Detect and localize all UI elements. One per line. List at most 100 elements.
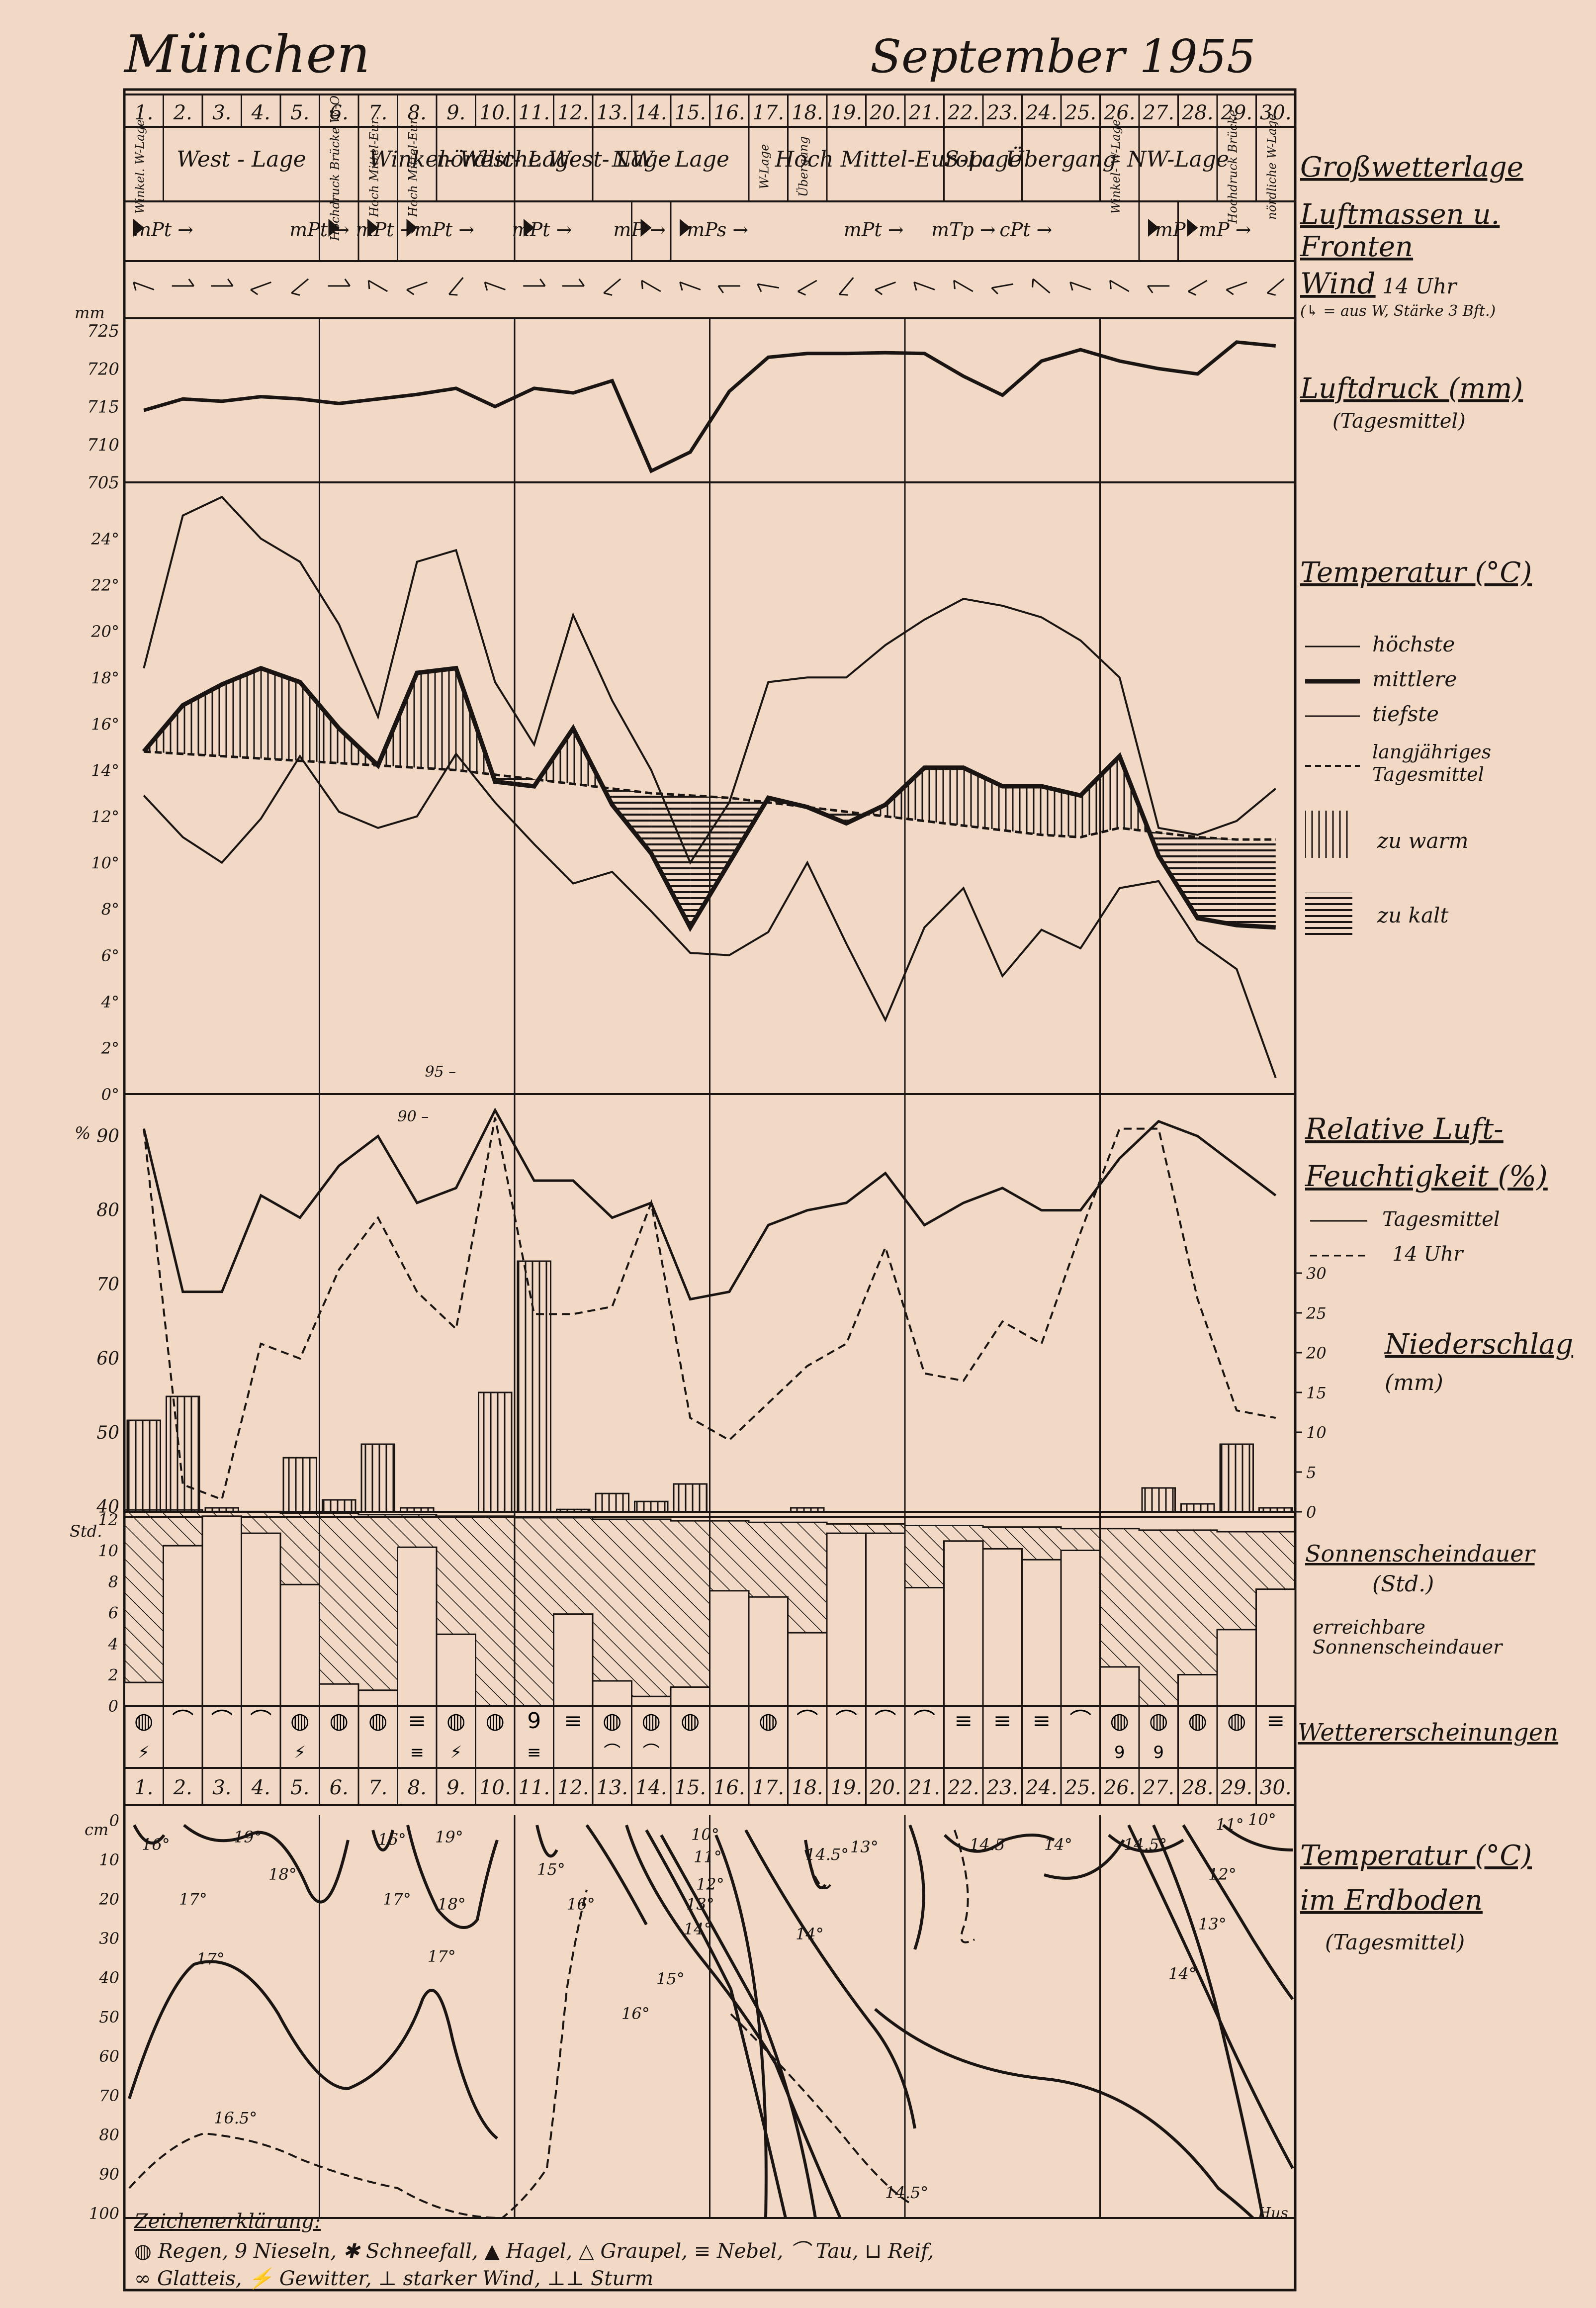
wind-shaft bbox=[1226, 281, 1247, 290]
wind-barb bbox=[798, 290, 806, 296]
soil-isotherm-label: 13° bbox=[1198, 1915, 1227, 1934]
soil-isotherm bbox=[406, 1825, 499, 1929]
wind-arrow bbox=[717, 285, 740, 293]
wind-barb bbox=[1226, 289, 1234, 295]
soil-isotherm-label: 14.5° bbox=[805, 1845, 849, 1864]
soil-isotherm-label: 11° bbox=[1216, 1815, 1244, 1834]
soil-depth-tick: 0 bbox=[109, 1811, 119, 1830]
soil-isotherm-label: 14° bbox=[684, 1920, 712, 1939]
soil-isotherm bbox=[371, 1830, 394, 1851]
place-title: München bbox=[123, 24, 370, 85]
weather-symbol: ◍ bbox=[446, 1708, 465, 1734]
wind-shaft bbox=[484, 281, 506, 290]
pressure-line bbox=[143, 340, 1276, 473]
front-marker bbox=[640, 219, 652, 237]
day-label-bottom: 29. bbox=[1220, 1776, 1252, 1799]
temp-tick: 22° bbox=[90, 576, 119, 595]
day-label-top: 13. bbox=[596, 101, 628, 124]
header-rows: 1. 2. 3. 4. 5. 6. 7. 8. 9. 10. 11. 12. 13. 14. 15. 16. 1… bbox=[123, 92, 1296, 319]
soil-isotherm-label: 16° bbox=[142, 1835, 170, 1854]
temp-tick: 14° bbox=[91, 761, 119, 780]
front-marker bbox=[367, 219, 378, 237]
soil-depth-tick: 10 bbox=[99, 1850, 119, 1869]
sunshine-bar bbox=[553, 1613, 594, 1707]
wind-barb bbox=[679, 282, 683, 291]
legend-cold: zu kalt bbox=[1377, 903, 1448, 927]
wind-barb bbox=[953, 280, 956, 289]
warm-anomaly bbox=[300, 682, 339, 763]
soil-isotherm bbox=[714, 1834, 768, 2218]
weather-symbol: ≡ bbox=[954, 1708, 973, 1734]
cold-anomaly bbox=[690, 795, 729, 927]
sunshine-bar bbox=[1255, 1588, 1296, 1707]
front-marker bbox=[680, 219, 691, 237]
warm-anomaly bbox=[1041, 786, 1081, 837]
wind-arrow bbox=[838, 277, 854, 296]
day-label-top: 3. bbox=[212, 101, 231, 124]
sunshine-bar bbox=[865, 1532, 906, 1707]
sunshine-bar bbox=[279, 1583, 320, 1707]
wind-barb bbox=[1188, 290, 1196, 296]
day-label-bottom: 6. bbox=[330, 1776, 349, 1799]
sunshine-bar bbox=[592, 1680, 632, 1707]
wind-arrow bbox=[523, 278, 546, 287]
legend-rh-14: 14 Uhr bbox=[1392, 1243, 1464, 1266]
label-sonne-4: Sonnenscheindauer bbox=[1313, 1636, 1504, 1658]
label-sonne-3: erreichbare bbox=[1313, 1616, 1425, 1638]
sun-tick: 10 bbox=[98, 1542, 118, 1561]
temp-norm-line bbox=[144, 750, 1276, 841]
sunshine-bar bbox=[397, 1546, 438, 1707]
weather-symbol: ⌒ bbox=[797, 1708, 818, 1734]
label-niederschlag: Niederschlag bbox=[1384, 1328, 1573, 1361]
day-grid bbox=[123, 318, 1101, 2218]
soil-isotherm bbox=[1222, 1824, 1293, 1851]
label-luftdruck-sub: (Tagesmittel) bbox=[1332, 410, 1466, 433]
wind-arrow bbox=[641, 279, 661, 292]
wind-barb bbox=[757, 283, 762, 292]
day-label-bottom: 30. bbox=[1260, 1776, 1292, 1799]
precip-tick: 10 bbox=[1306, 1423, 1327, 1442]
soil-isotherm-label: 17° bbox=[196, 1949, 225, 1968]
weather-type-label: nördliche West- Lage bbox=[437, 147, 671, 172]
temp-mean-line bbox=[142, 665, 1276, 932]
sunshine-bar bbox=[436, 1633, 476, 1707]
airmass-label: cPt → bbox=[999, 219, 1052, 241]
sunshine-bar bbox=[709, 1590, 750, 1707]
weather-symbol-2: ≡ bbox=[410, 1743, 425, 1762]
label-grosswetter: Großwetterlage bbox=[1300, 151, 1523, 184]
warm-anomaly bbox=[1080, 756, 1120, 837]
soil-depth-tick: 20 bbox=[98, 1890, 119, 1909]
precip-bar bbox=[166, 1395, 200, 1513]
rh-tick: 50 bbox=[96, 1423, 119, 1443]
rh-tick: 80 bbox=[96, 1200, 119, 1221]
soil-isotherm-label: 17° bbox=[179, 1890, 207, 1909]
pressure-tick: 705 bbox=[87, 473, 119, 493]
legend-line-1: ◍ Regen, 9 Nieseln, ✱ Schneefall, ▲ Hage… bbox=[134, 2240, 934, 2263]
cold-anomaly bbox=[612, 788, 651, 853]
soil-isotherm-label: 14.5° bbox=[885, 2183, 928, 2202]
warm-anomaly bbox=[261, 668, 300, 761]
weather-symbol: ◍ bbox=[1227, 1708, 1246, 1734]
rh-tick: 70 bbox=[96, 1275, 119, 1295]
soil-isotherm bbox=[744, 1829, 916, 2129]
weather-symbol-2: 9 bbox=[1153, 1743, 1164, 1762]
wind-arrow bbox=[406, 281, 428, 295]
legend-max: höchste bbox=[1372, 632, 1455, 656]
label-luftmassen: Luftmassen u. bbox=[1300, 198, 1500, 231]
soil-isotherm-label: 17° bbox=[428, 1947, 456, 1966]
pressure-tick: 710 bbox=[87, 435, 119, 455]
rh-95: 95 – bbox=[425, 1063, 456, 1081]
wind-shaft bbox=[641, 279, 661, 292]
wind-shaft bbox=[291, 278, 309, 294]
airmass-label: mP → bbox=[613, 219, 666, 241]
soil-isotherm bbox=[645, 1829, 787, 2218]
front-marker bbox=[1187, 219, 1198, 237]
weather-type-label: Hoch Mittel-Europa bbox=[775, 147, 996, 172]
rh-unit: % bbox=[75, 1123, 90, 1143]
weather-symbol: ⌒ bbox=[1069, 1708, 1091, 1734]
wind-shaft bbox=[603, 278, 621, 294]
sun-tick: 8 bbox=[108, 1572, 118, 1591]
temp-max-line bbox=[143, 495, 1277, 865]
day-label-bottom: 15. bbox=[674, 1776, 706, 1799]
airmass-label: mPt → bbox=[356, 219, 416, 241]
